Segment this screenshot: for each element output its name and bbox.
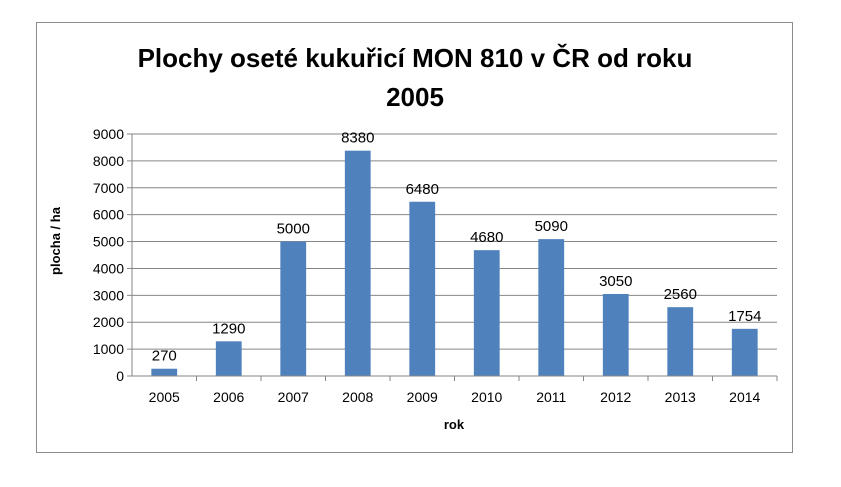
y-tick-label: 0 [116,368,124,384]
y-tick-label: 3000 [93,287,124,303]
x-tick-label: 2007 [278,389,309,405]
bar-2011 [538,239,565,376]
x-tick-label: 2014 [729,389,760,405]
data-label-2009: 6480 [406,181,439,198]
data-label-2008: 8380 [341,130,374,147]
y-tick-label: 1000 [93,341,124,357]
x-tick-label: 2013 [665,389,696,405]
data-label-2012: 3050 [599,273,632,290]
bar-2007 [280,241,307,376]
x-tick-label: 2008 [342,389,373,405]
bar-2013 [667,307,694,376]
bar-2012 [602,293,629,376]
y-tick-label: 6000 [93,207,124,223]
y-tick-label: 7000 [93,180,124,196]
y-tick-label: 9000 [93,126,124,142]
data-label-2014: 1754 [728,308,761,325]
axes: 0 1000 2000 3000 4000 5000 6000 7000 8000 9000 200… [93,126,778,405]
bar-2009 [409,201,436,376]
x-tick-label: 2010 [471,389,502,405]
x-axis-title: rok [444,417,465,432]
data-label-2007: 5000 [277,221,310,238]
data-label-2013: 2560 [664,286,697,303]
x-tick-label: 2011 [536,389,566,405]
y-tick-label: 5000 [93,234,124,250]
x-tick-label: 2005 [149,389,180,405]
y-tick-label: 2000 [93,314,124,330]
data-label-2011: 5090 [535,218,568,235]
bar-2005 [151,368,178,376]
y-tick-label: 4000 [93,260,124,276]
y-axis-title: plocha / ha [48,206,63,275]
bars: 270 1290 5000 8380 6480 4680 5090 3050 2560 1754 [151,130,761,376]
y-tick-label: 8000 [93,153,124,169]
x-tick-label: 2012 [600,389,631,405]
bar-2006 [215,341,242,376]
bar-2014 [731,328,758,376]
chart-title-line-1: Plochy oseté kukuřicí MON 810 v ČR od ro… [138,43,693,73]
data-label-2010: 4680 [470,229,503,246]
bar-2010 [473,250,500,376]
x-tick-label: 2006 [213,389,244,405]
bar-2008 [344,150,371,376]
data-label-2005: 270 [152,348,177,365]
x-tick-label: 2009 [407,389,438,405]
data-label-2006: 1290 [212,320,245,337]
chart-title-line-2: 2005 [386,82,444,112]
